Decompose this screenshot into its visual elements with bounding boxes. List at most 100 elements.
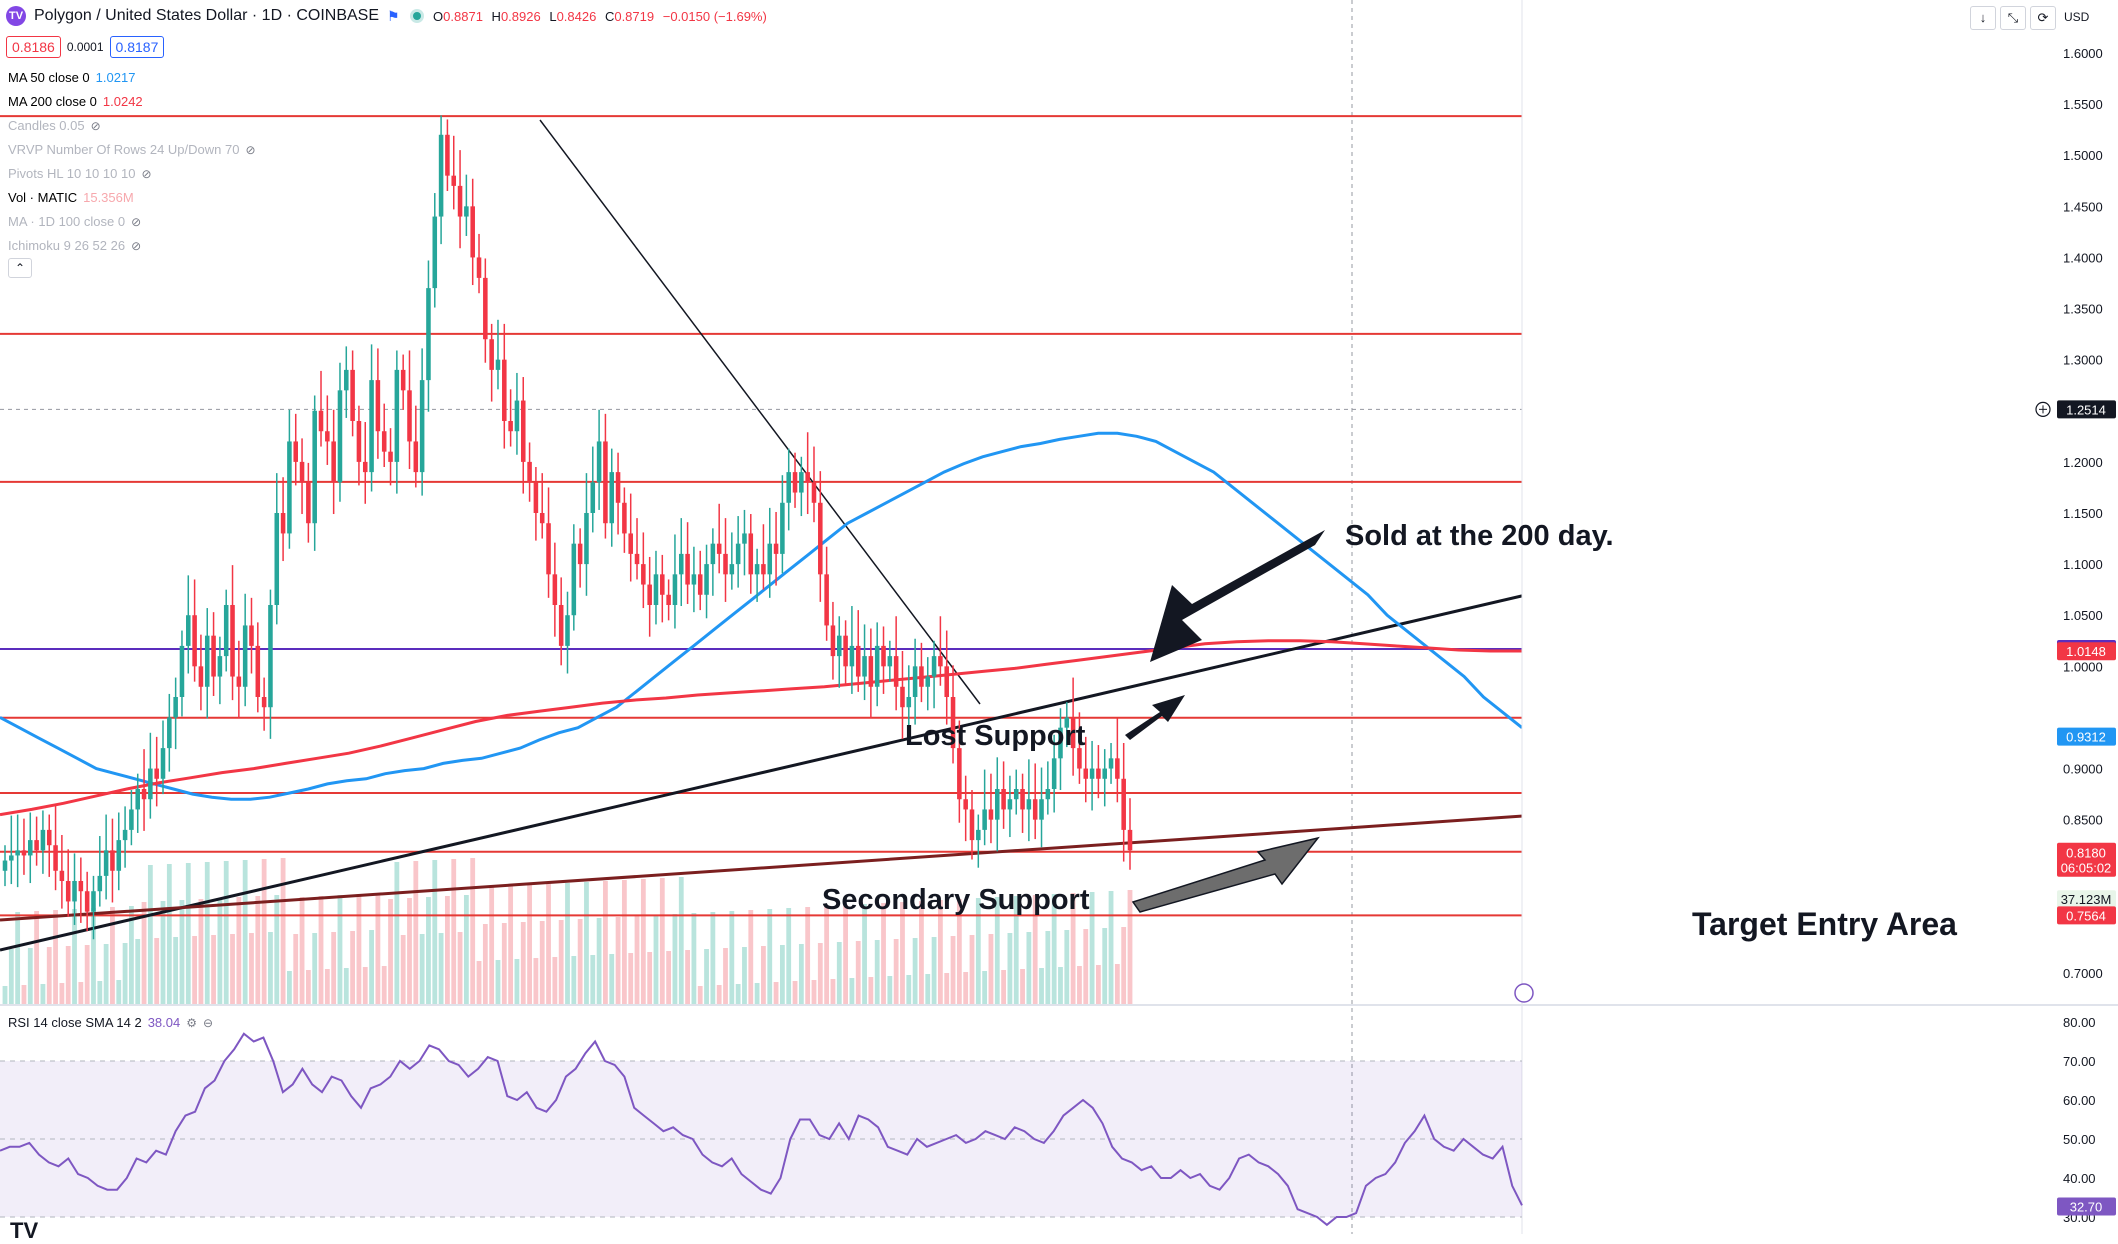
- volume-bar: [122, 943, 128, 1006]
- hidden-eye-icon[interactable]: ⊘: [131, 215, 142, 229]
- volume-bar: [331, 932, 337, 1006]
- candle-body: [464, 206, 469, 217]
- price-label-text: 0.9312: [2066, 730, 2106, 745]
- ma200-line: [0, 639, 1522, 817]
- price-label-text: 1.2514: [2066, 402, 2106, 417]
- candle-body: [1102, 768, 1107, 779]
- currency-label[interactable]: USD: [2064, 10, 2090, 24]
- candle-body: [1045, 789, 1051, 800]
- arrow-down-icon[interactable]: ↓: [1970, 6, 1996, 30]
- price-tick-label: 1.3500: [2063, 302, 2103, 317]
- settings-icon[interactable]: ⚙: [186, 1015, 197, 1030]
- candle-body: [331, 441, 336, 483]
- candle-body: [792, 472, 798, 493]
- volume-bar: [584, 882, 589, 1006]
- price-label-box: [2057, 858, 2116, 877]
- indicator-row[interactable]: Candles 0.05 ⊘: [8, 114, 256, 138]
- indicator-row[interactable]: MA 200 close 0 1.0242: [8, 90, 256, 114]
- candle-body: [1115, 758, 1120, 779]
- open-value: 0.8871: [443, 8, 483, 24]
- candle-body: [552, 574, 558, 605]
- candle-body: [963, 799, 968, 810]
- volume-bar: [185, 863, 191, 1006]
- hidden-eye-icon[interactable]: ⊘: [131, 239, 142, 253]
- volume-bar: [527, 885, 532, 1006]
- expand-icon[interactable]: ⤡: [2000, 6, 2026, 30]
- candle-body: [381, 431, 387, 452]
- rsi-value: 38.04: [147, 1015, 181, 1030]
- candle-body: [451, 175, 457, 186]
- volume-bar: [53, 910, 58, 1006]
- volume-bar: [249, 933, 254, 1006]
- sell-price-button[interactable]: 0.8186: [6, 36, 61, 58]
- indicator-name: MA · 1D 100 close 0: [8, 214, 126, 229]
- volume-bar: [343, 968, 349, 1006]
- hidden-eye-icon[interactable]: ⊘: [245, 143, 256, 157]
- candle-body: [660, 574, 665, 595]
- candle-body: [577, 543, 583, 565]
- candle-body: [299, 461, 305, 483]
- candle-body: [141, 789, 147, 800]
- candle-body: [337, 390, 343, 483]
- candle-body: [1026, 799, 1032, 810]
- volume-bar: [495, 960, 501, 1006]
- price-tick-label: 0.9000: [2063, 762, 2103, 777]
- indicator-row[interactable]: MA 50 close 0 1.0217: [8, 66, 256, 90]
- candle-body: [255, 645, 261, 697]
- price-tick-label: 1.4500: [2063, 199, 2103, 214]
- candle-body: [818, 502, 823, 575]
- volume-bar: [337, 895, 343, 1006]
- polygon-logo-icon: TV: [6, 6, 26, 26]
- candle-body: [546, 523, 551, 575]
- volume-bar: [407, 898, 412, 1006]
- volume-bar: [147, 865, 153, 1006]
- volume-bar: [761, 946, 766, 1006]
- candle-body: [186, 615, 191, 646]
- candle-body: [1070, 717, 1076, 749]
- candle-body: [53, 845, 58, 871]
- candle-body: [748, 533, 754, 575]
- volume-bar: [261, 859, 267, 1006]
- refresh-icon[interactable]: ⟳: [2030, 6, 2056, 30]
- indicator-row[interactable]: Vol · MATIC 15.356M: [8, 186, 256, 210]
- volume-bar: [230, 934, 235, 1006]
- candle-body: [919, 666, 924, 687]
- volume-bar: [1070, 893, 1076, 1006]
- candle-body: [761, 564, 766, 575]
- candle-body: [502, 359, 507, 421]
- symbol-title[interactable]: Polygon / United States Dollar · 1D · CO…: [34, 7, 380, 24]
- volume-bar: [160, 901, 166, 1006]
- volume-bar: [110, 907, 115, 1006]
- indicator-row[interactable]: Ichimoku 9 26 52 26 ⊘: [8, 234, 256, 258]
- indicator-row[interactable]: Pivots HL 10 10 10 10 ⊘: [8, 162, 256, 186]
- volume-bar: [287, 971, 292, 1006]
- candle-body: [710, 543, 716, 565]
- indicator-row[interactable]: MA · 1D 100 close 0 ⊘: [8, 210, 256, 234]
- price-label-box: [2057, 400, 2116, 419]
- candle-body: [91, 891, 96, 912]
- volume-bar: [1064, 930, 1070, 1006]
- buy-price-button[interactable]: 0.8187: [109, 36, 165, 58]
- annotation-sold: Sold at the 200 day.: [1345, 520, 1614, 552]
- volume-bar: [508, 886, 514, 1006]
- tradingview-logo[interactable]: TV: [10, 1218, 39, 1243]
- hidden-eye-icon[interactable]: ⊘: [141, 167, 152, 181]
- candle-body: [906, 697, 912, 708]
- candle-body: [735, 543, 741, 565]
- hidden-eye-icon[interactable]: ⊘: [90, 119, 101, 133]
- volume-bar: [413, 861, 419, 1006]
- annotation-secondary-support: Secondary Support: [822, 884, 1090, 916]
- volume-bar: [103, 944, 109, 1006]
- candle-body: [350, 369, 355, 421]
- chevron-up-icon[interactable]: ⌃: [8, 258, 32, 278]
- volume-bar: [463, 895, 469, 1006]
- more-icon[interactable]: ⊖: [203, 1015, 214, 1030]
- price-label-text: 0.7564: [2066, 908, 2106, 923]
- candle-body: [653, 574, 659, 605]
- indicator-row[interactable]: VRVP Number Of Rows 24 Up/Down 70 ⊘: [8, 138, 256, 162]
- candle-body: [110, 850, 115, 871]
- flag-icon[interactable]: ⚑: [387, 8, 400, 24]
- annotation-lost-support: Lost Support: [905, 720, 1086, 752]
- candle-body: [369, 380, 374, 473]
